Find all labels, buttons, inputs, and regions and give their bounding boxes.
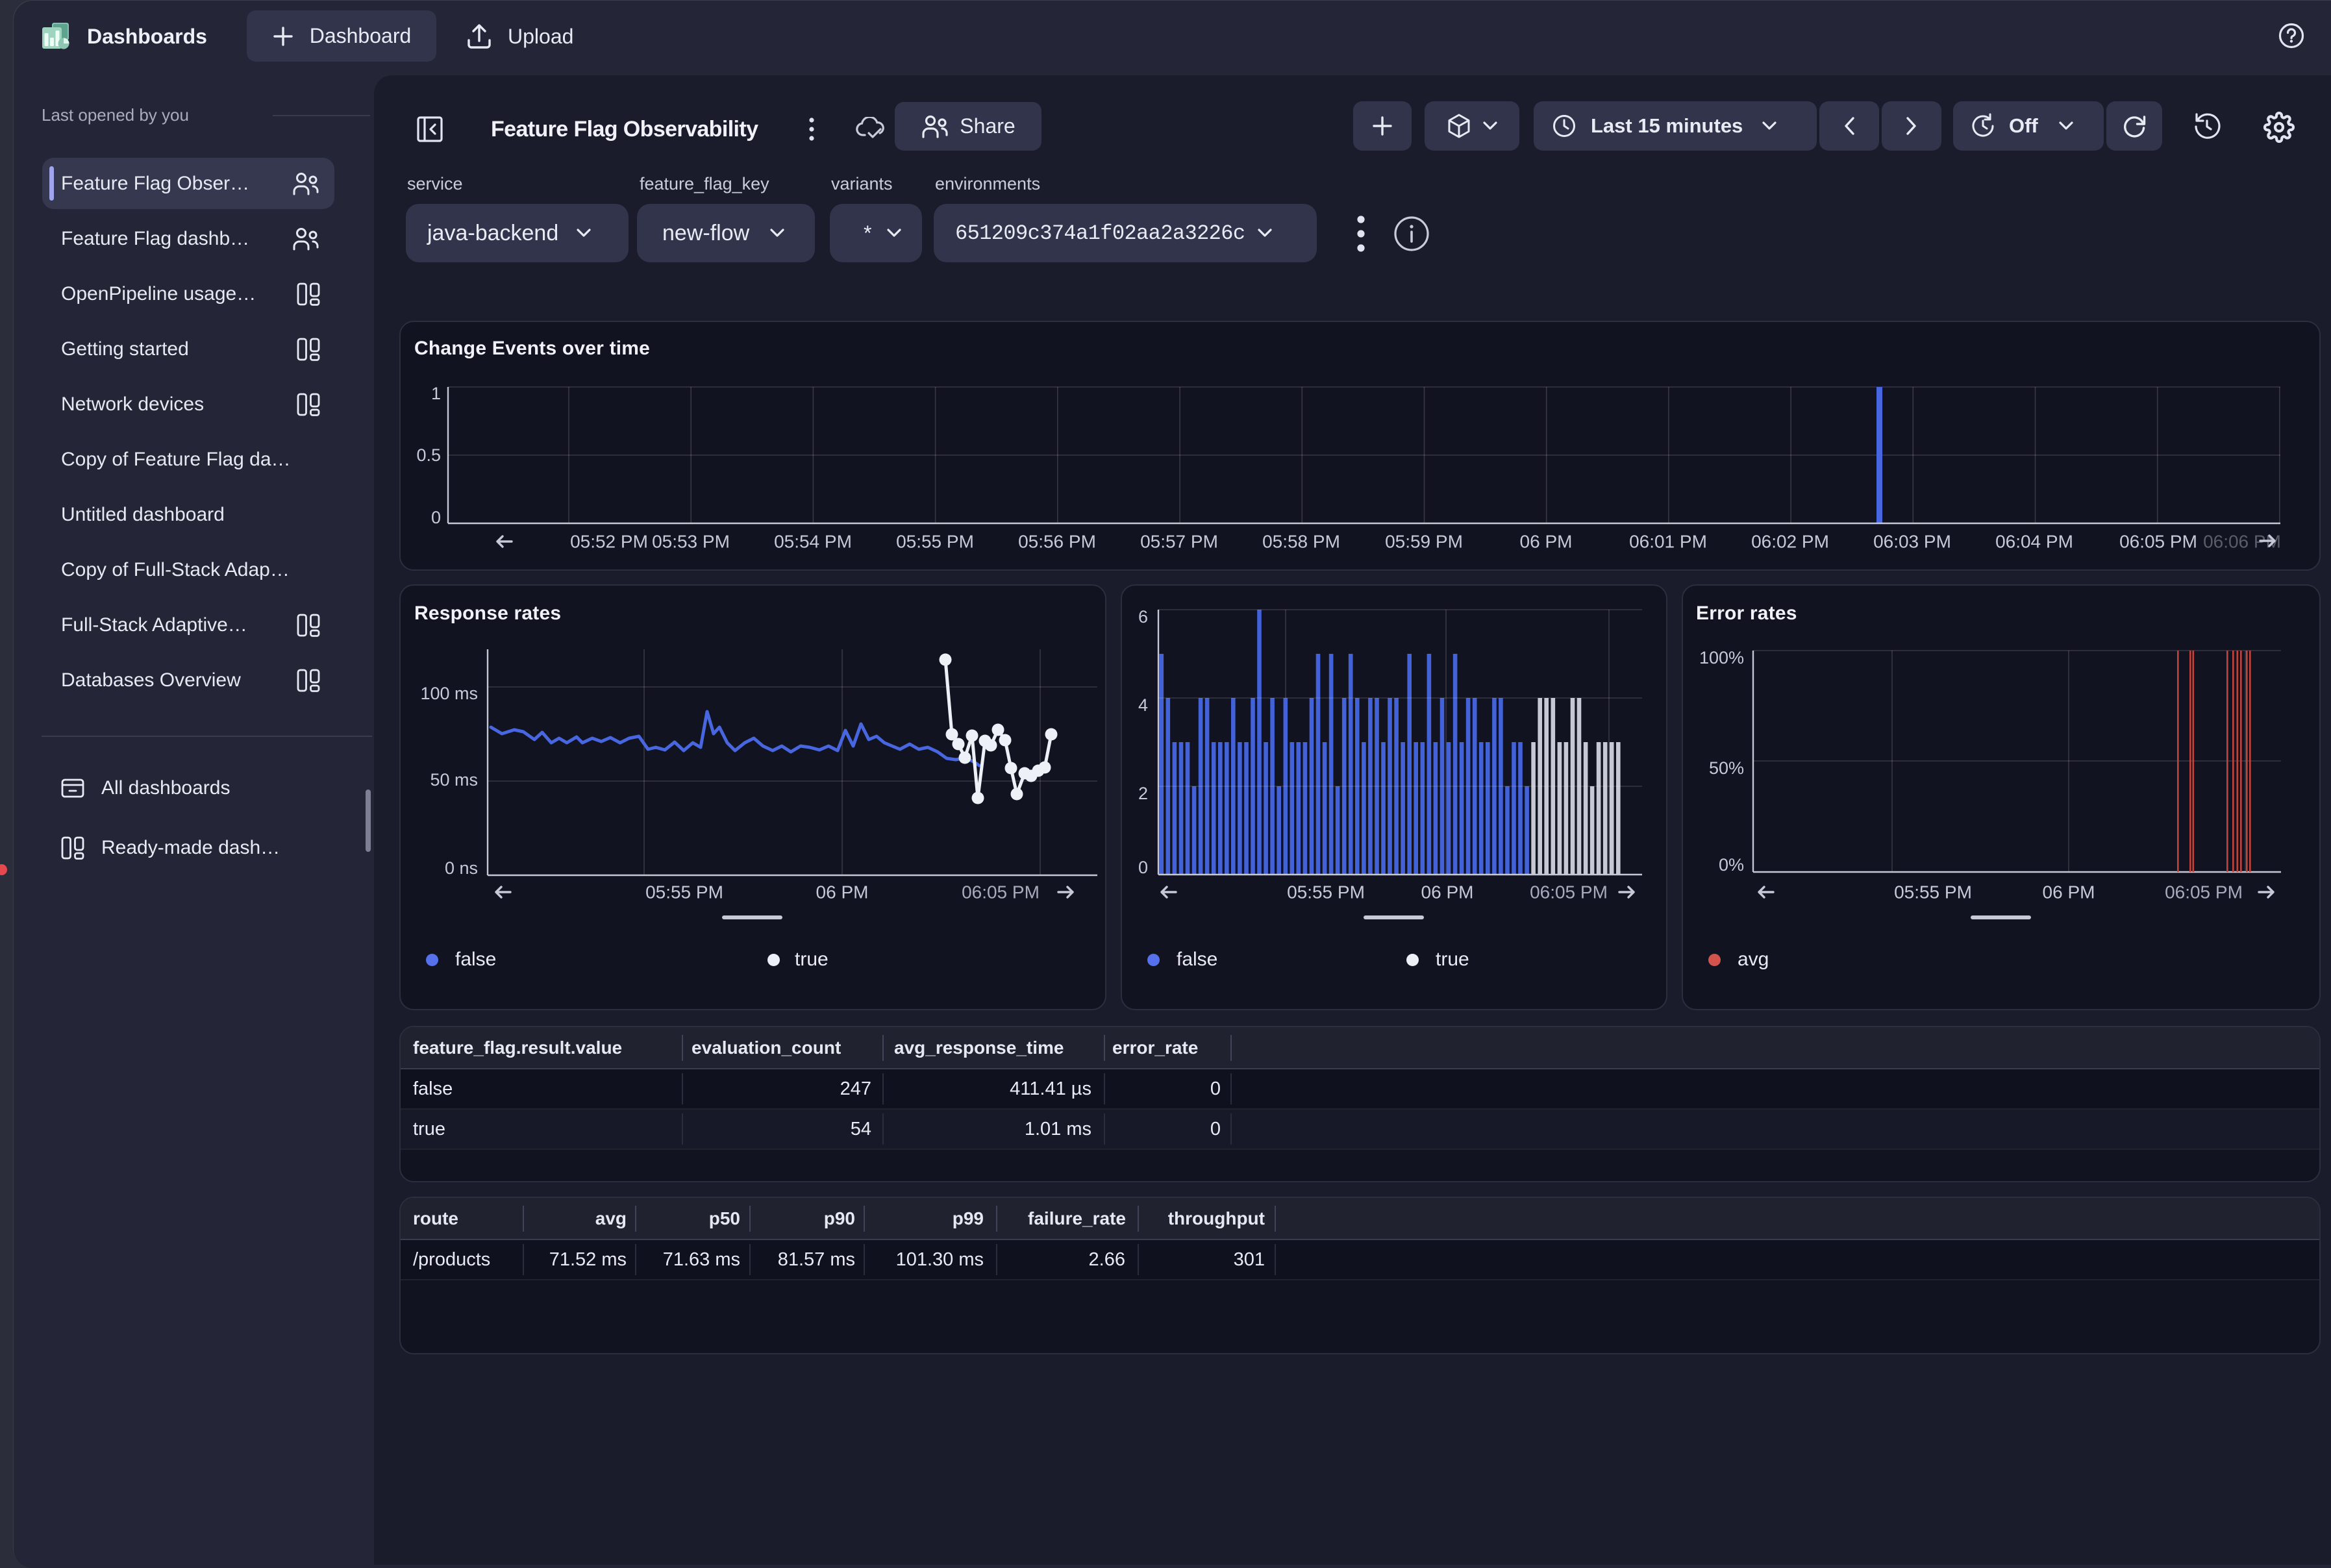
svg-text:100%: 100% <box>1699 648 1744 667</box>
svg-text:05:54 PM: 05:54 PM <box>774 532 852 552</box>
svg-text:05:53 PM: 05:53 PM <box>652 532 730 552</box>
svg-text:0.5: 0.5 <box>416 445 441 465</box>
svg-text:06:02 PM: 06:02 PM <box>1751 532 1829 552</box>
svg-text:06 PM: 06 PM <box>816 882 869 902</box>
svg-text:06:05 PM: 06:05 PM <box>2165 882 2243 902</box>
svg-text:06:01 PM: 06:01 PM <box>1629 532 1707 552</box>
svg-text:06:04 PM: 06:04 PM <box>1995 532 2073 552</box>
svg-text:06 PM: 06 PM <box>2043 882 2095 902</box>
svg-text:1: 1 <box>431 384 441 403</box>
svg-text:05:56 PM: 05:56 PM <box>1018 532 1096 552</box>
svg-text:50 ms: 50 ms <box>430 770 478 790</box>
svg-text:100 ms: 100 ms <box>420 684 478 703</box>
svg-text:05:55 PM: 05:55 PM <box>896 532 974 552</box>
svg-text:05:55 PM: 05:55 PM <box>645 882 723 902</box>
svg-text:0: 0 <box>1138 858 1148 877</box>
svg-text:6: 6 <box>1138 607 1148 627</box>
svg-text:0: 0 <box>431 508 441 527</box>
svg-text:4: 4 <box>1138 695 1148 715</box>
svg-text:05:55 PM: 05:55 PM <box>1287 882 1365 902</box>
svg-text:06 PM: 06 PM <box>1520 532 1573 552</box>
svg-text:06:05 PM: 06:05 PM <box>1530 882 1608 902</box>
svg-text:05:55 PM: 05:55 PM <box>1894 882 1972 902</box>
svg-text:06:03 PM: 06:03 PM <box>1873 532 1951 552</box>
svg-text:06:05 PM: 06:05 PM <box>2119 532 2197 552</box>
svg-text:05:57 PM: 05:57 PM <box>1140 532 1218 552</box>
svg-text:06:05 PM: 06:05 PM <box>962 882 1040 902</box>
svg-text:05:59 PM: 05:59 PM <box>1385 532 1463 552</box>
svg-text:05:52 PM: 05:52 PM <box>570 532 648 552</box>
svg-text:05:58 PM: 05:58 PM <box>1262 532 1340 552</box>
svg-text:50%: 50% <box>1709 758 1744 778</box>
svg-text:2: 2 <box>1138 784 1148 803</box>
svg-text:0 ns: 0 ns <box>445 858 478 878</box>
svg-text:0%: 0% <box>1719 855 1744 875</box>
svg-text:06 PM: 06 PM <box>1421 882 1474 902</box>
